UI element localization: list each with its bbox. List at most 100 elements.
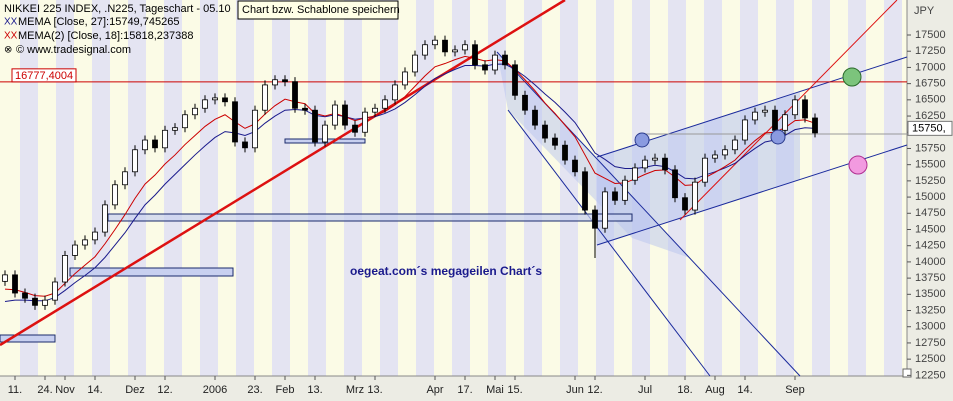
candle-body <box>722 149 728 156</box>
candle-body <box>392 84 398 101</box>
candle-body <box>622 179 628 201</box>
channel-line <box>507 109 711 377</box>
candle-body <box>672 169 678 199</box>
candle-body <box>242 141 248 149</box>
tooltip-box <box>237 0 399 20</box>
x-tick-label: Sep <box>785 384 805 396</box>
x-tick-label: 18. <box>677 384 692 396</box>
candle-body <box>412 54 418 73</box>
y-tick-label: 16250 <box>915 110 946 122</box>
candle-body <box>52 281 58 301</box>
legend-icon: XX <box>4 31 18 42</box>
candle-body <box>12 274 18 294</box>
legend-icon: XX <box>4 17 18 28</box>
tooltip: Chart bzw. Schablone speichern <box>242 4 400 16</box>
candle-body <box>452 49 458 53</box>
week-stripe <box>452 0 470 376</box>
annotation: oegeat.com´s megageilen Chart´s <box>350 264 542 278</box>
x-tick-label: 23. <box>247 384 262 396</box>
candle-body <box>152 139 158 149</box>
candle-body <box>22 292 28 299</box>
x-tick-label: 12. <box>587 384 602 396</box>
x-tick-label: Mai <box>486 384 504 396</box>
zone-box <box>69 267 234 277</box>
y-tick-label: 15250 <box>915 175 946 187</box>
week-stripe <box>416 0 434 376</box>
candle-body <box>742 119 748 141</box>
source-icon: ⊗ <box>4 45 12 56</box>
candle-body <box>302 107 308 111</box>
candle-body <box>172 127 178 131</box>
candle-body <box>802 99 808 119</box>
marker-circle <box>634 132 650 148</box>
y-tick-label: 12250 <box>915 369 946 381</box>
candle-body <box>562 144 568 161</box>
marker-circle <box>848 155 868 175</box>
trend-line <box>679 0 898 221</box>
x-tick-label: Jun <box>566 384 584 396</box>
chart-title: NIKKEI 225 INDEX, .N225, Tageschart - 05… <box>4 3 231 15</box>
ma-line <box>4 63 816 302</box>
marker-circle <box>842 67 862 87</box>
y-tick-label: 14750 <box>915 207 946 219</box>
candle-body <box>222 97 228 103</box>
resize-handle <box>902 368 912 378</box>
week-stripe <box>56 0 74 376</box>
candle-body <box>712 154 718 159</box>
zone-box <box>0 334 56 343</box>
candle-body <box>142 139 148 151</box>
y-tick-label: 17500 <box>915 29 946 41</box>
candle-body <box>462 44 468 51</box>
week-stripe <box>884 0 902 376</box>
candle-body <box>692 181 698 211</box>
candle-body <box>292 81 298 109</box>
week-stripes <box>20 0 902 376</box>
candle-body <box>792 99 798 116</box>
y-tick-label: 13750 <box>915 272 946 284</box>
candle-body <box>192 107 198 116</box>
x-tick-label: Dez <box>125 384 145 396</box>
legend-entry: MEMA [Close, 27]:15749,745265 <box>18 16 179 28</box>
candle-body <box>132 149 138 173</box>
candle-body <box>112 184 118 206</box>
candle-body <box>632 167 638 181</box>
x-tick-label: 14. <box>737 384 752 396</box>
y-tick-label: 12500 <box>915 353 946 365</box>
zone-box <box>107 213 633 222</box>
x-tick-label: 17. <box>457 384 472 396</box>
week-stripe <box>92 0 110 376</box>
x-tick-label: 2006 <box>203 384 227 396</box>
week-stripe <box>524 0 542 376</box>
week-stripe <box>560 0 578 376</box>
y-tick-label: 15000 <box>915 191 946 203</box>
price-tag-box <box>907 120 953 136</box>
candle-body <box>812 117 818 134</box>
week-stripe <box>380 0 398 376</box>
x-tick-label: 24. <box>37 384 52 396</box>
candle-body <box>202 99 208 109</box>
candle-body <box>92 231 98 241</box>
candle-body <box>122 171 128 186</box>
ma-line <box>4 55 816 297</box>
week-stripe <box>812 0 830 376</box>
candle-body <box>732 139 738 151</box>
y-axis-panel <box>907 0 953 401</box>
y-tick-label: 15500 <box>915 159 946 171</box>
candle-body <box>232 101 238 143</box>
x-tick-label: 12. <box>157 384 172 396</box>
week-stripe <box>776 0 794 376</box>
candle-body <box>102 204 108 233</box>
candle-body <box>572 159 578 173</box>
x-tick-label: Jul <box>638 384 652 396</box>
candle-body <box>272 79 278 86</box>
y-tick-label: 17250 <box>915 45 946 57</box>
candle-body <box>592 209 598 229</box>
candle-body <box>252 109 258 149</box>
candle-body <box>422 44 428 56</box>
candle-body <box>492 54 498 71</box>
y-tick-label: 17000 <box>915 61 946 73</box>
candle-body <box>612 191 618 201</box>
candle-body <box>682 197 688 211</box>
y-tick-label: 13250 <box>915 304 946 316</box>
